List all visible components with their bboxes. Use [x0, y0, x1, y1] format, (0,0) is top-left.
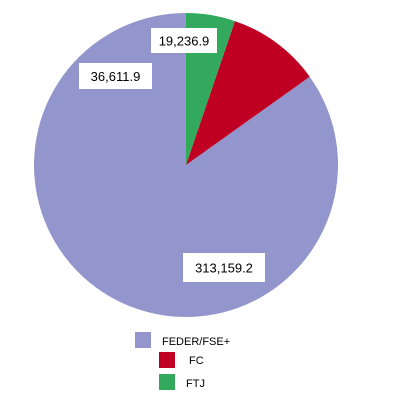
data-labels: 313,159.2 36,611.9 19,236.9	[79, 28, 265, 282]
data-label-box-1	[183, 253, 265, 282]
legend-swatch-2	[159, 352, 175, 368]
data-label-3: 19,236.9	[159, 34, 210, 49]
legend-swatch-3	[159, 374, 175, 390]
legend-swatch-1	[135, 332, 151, 348]
data-label-box-3	[151, 28, 217, 53]
legend-label-2: FC	[189, 355, 204, 367]
legend-label-3: FTJ	[186, 378, 205, 390]
legend-label-1: FEDER/FSE+	[162, 336, 230, 348]
data-label-2: 36,611.9	[91, 69, 141, 84]
legend: FEDER/FSE+ FC FTJ	[135, 332, 230, 390]
pie-slice-2	[186, 21, 310, 166]
data-label-box-2	[79, 63, 152, 89]
data-label-1: 313,159.2	[195, 261, 253, 276]
